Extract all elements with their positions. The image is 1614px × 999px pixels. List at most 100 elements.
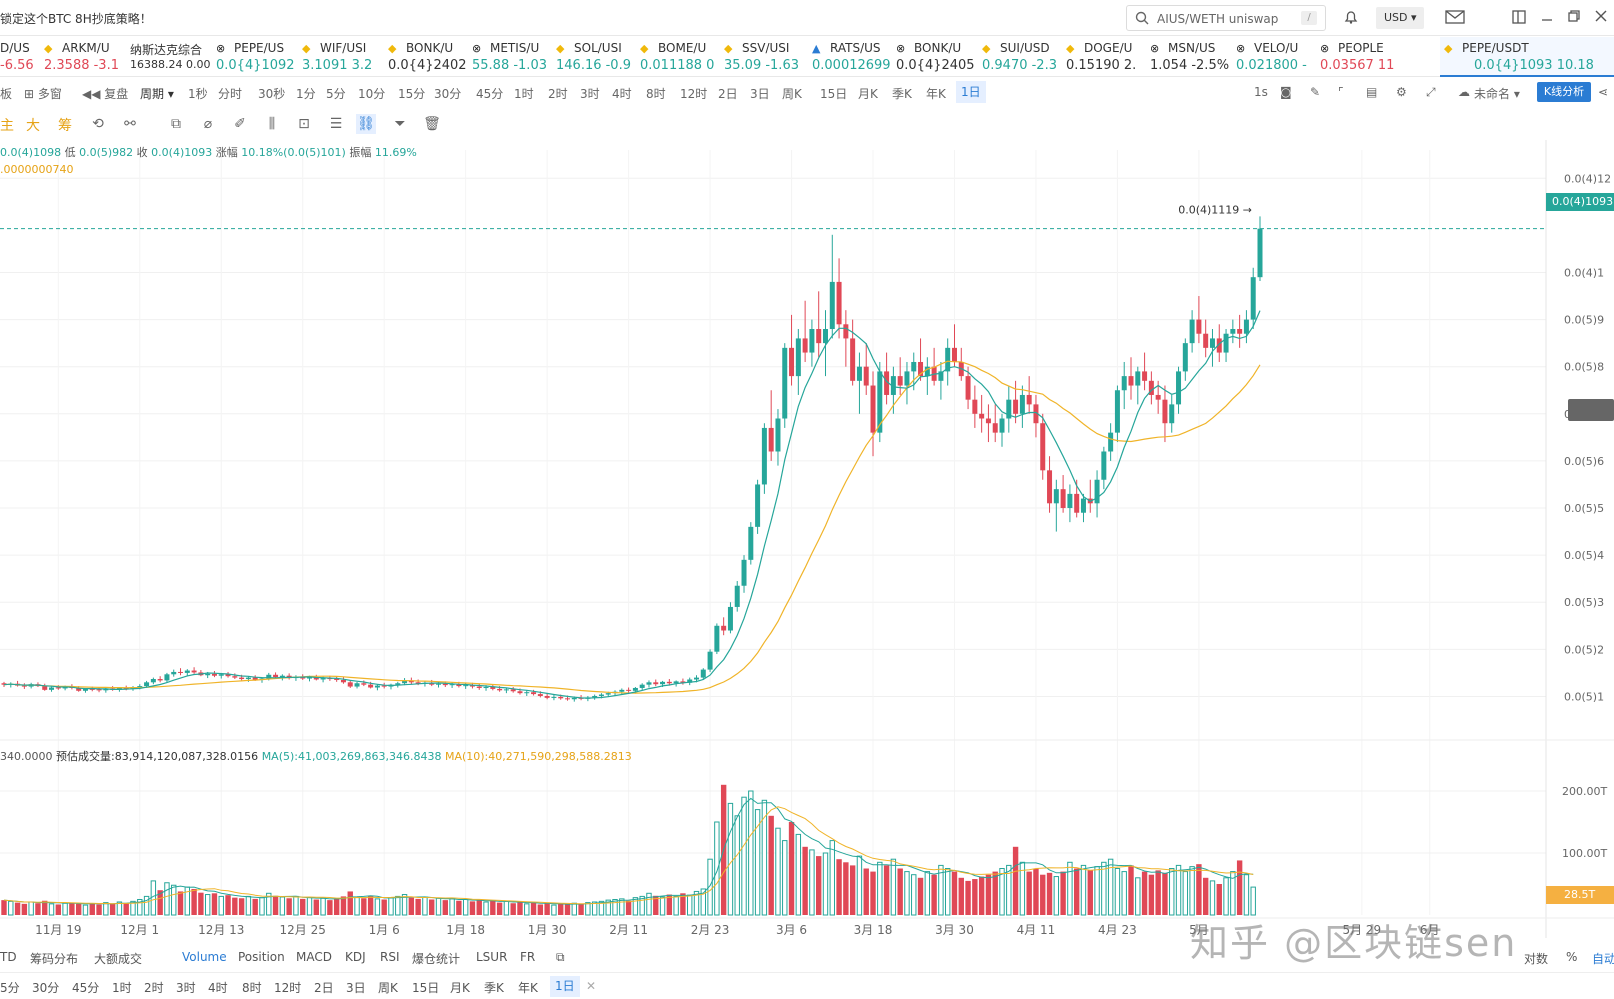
- close-icon[interactable]: [1592, 9, 1610, 27]
- multi-window-button[interactable]: ⊞ 多窗: [24, 85, 62, 102]
- layout-name-dropdown[interactable]: 未命名 ▾: [1474, 87, 1520, 101]
- chart-settings-icon[interactable]: ▤: [1366, 85, 1378, 99]
- indicator-tab[interactable]: 筹码分布: [30, 952, 79, 966]
- interval-option[interactable]: 30分: [434, 87, 462, 101]
- close-icon[interactable]: ✕: [586, 979, 597, 993]
- ticker-item[interactable]: ◆ SOL/USI 146.16 -0.9: [552, 37, 638, 77]
- bottom-interval-option[interactable]: 8时: [242, 981, 262, 995]
- ticker-item[interactable]: ◆ ARKM/U 2.3588 -3.1: [40, 37, 126, 77]
- minimize-icon[interactable]: [1538, 9, 1556, 27]
- camera-icon[interactable]: ◙: [1280, 85, 1292, 99]
- interval-option[interactable]: 1分: [296, 87, 316, 101]
- candlestick-chart[interactable]: 0.0(4)120.0(4)10.0(5)90.0(5)80.0(5)70.0(…: [0, 138, 1614, 938]
- main-chart-tool[interactable]: 主: [0, 118, 14, 134]
- bottom-interval-option[interactable]: 4时: [208, 981, 228, 995]
- ticker-item[interactable]: ◆ BONK/U 0.0{4}2402: [384, 37, 470, 77]
- indicator-tab[interactable]: TD: [0, 950, 17, 964]
- ruler-icon[interactable]: ⌀: [203, 116, 213, 132]
- bottom-interval-option[interactable]: 5分: [0, 981, 20, 995]
- ticker-item[interactable]: ◆ PEPE/USDT 0.0{4}1093 10.18: [1440, 37, 1614, 77]
- link-icon[interactable]: ⛓: [356, 114, 376, 134]
- bottom-interval-option[interactable]: 1时: [112, 981, 132, 995]
- note-icon[interactable]: ☰: [329, 116, 343, 132]
- interval-option[interactable]: 分时: [218, 87, 243, 101]
- interval-option[interactable]: 2日: [718, 87, 738, 101]
- ticker-item[interactable]: ⊗ MSN/US 1.054 -2.5%: [1146, 37, 1232, 77]
- cloud-icon[interactable]: ☁: [1458, 85, 1470, 99]
- ticker-item[interactable]: D/US -6.56: [0, 37, 74, 77]
- mail-icon[interactable]: [1444, 9, 1466, 27]
- share-icon[interactable]: ⋖: [1598, 85, 1609, 99]
- trash-icon[interactable]: 🗑: [423, 116, 441, 132]
- bottom-interval-option[interactable]: 15日: [412, 981, 440, 995]
- bottom-interval-option[interactable]: 45分: [72, 981, 100, 995]
- ticker-item[interactable]: ◆ DOGE/U 0.15190 2.: [1062, 37, 1148, 77]
- interval-option[interactable]: 12时: [680, 87, 708, 101]
- gear-icon[interactable]: ⚙: [1396, 85, 1407, 99]
- bottom-interval-option[interactable]: 周K: [378, 981, 398, 995]
- bottom-interval-option[interactable]: 3日: [346, 981, 366, 995]
- ticker-item[interactable]: ◆ WIF/USI 3.1091 3.2: [298, 37, 384, 77]
- indicator-tab[interactable]: Position: [238, 950, 285, 964]
- crop-icon[interactable]: ⌜: [1338, 85, 1344, 99]
- interval-option[interactable]: 5分: [326, 87, 346, 101]
- ticker-item[interactable]: ⊗ METIS/U 55.88 -1.03: [468, 37, 554, 77]
- bottom-interval-option[interactable]: 月K: [450, 981, 470, 995]
- interval-option[interactable]: 15日: [820, 87, 848, 101]
- restore-icon[interactable]: [1565, 9, 1583, 27]
- indicator-tab[interactable]: 爆仓统计: [412, 952, 461, 966]
- scale-option[interactable]: 对数: [1524, 952, 1549, 966]
- interval-option[interactable]: 30秒: [258, 87, 286, 101]
- template-icon[interactable]: ⟲: [92, 116, 104, 132]
- period-dropdown[interactable]: 周期 ▾: [140, 87, 174, 101]
- ticker-item[interactable]: ◆ SUI/USD 0.9470 -2.3: [978, 37, 1064, 77]
- scale-option[interactable]: %: [1566, 950, 1578, 964]
- filter-icon[interactable]: ⏷: [394, 116, 406, 132]
- ticker-item[interactable]: 纳斯达克综合 16388.24 0.00: [126, 37, 212, 77]
- chip-tool[interactable]: 筹: [58, 118, 72, 134]
- interval-option[interactable]: 2时: [548, 87, 568, 101]
- indicator-tab[interactable]: RSI: [380, 950, 400, 964]
- interval-option[interactable]: 年K: [926, 87, 946, 101]
- edit-icon[interactable]: ✎: [1310, 85, 1321, 99]
- big-order-tool[interactable]: 大: [26, 118, 40, 134]
- bottom-interval-option[interactable]: 2时: [144, 981, 164, 995]
- indicator-tab[interactable]: LSUR: [476, 950, 508, 964]
- interval-option[interactable]: 15分: [398, 87, 426, 101]
- interval-option[interactable]: 10分: [358, 87, 386, 101]
- bottom-interval-option[interactable]: 1日: [550, 976, 580, 997]
- bell-icon[interactable]: [1342, 9, 1360, 27]
- ticker-item[interactable]: ⊗ VELO/U 0.021800 -: [1232, 37, 1318, 77]
- ticker-item[interactable]: ⊗ PEOPLE 0.03567 11: [1316, 37, 1402, 77]
- interval-option[interactable]: 1秒: [188, 87, 208, 101]
- interval-option[interactable]: 1时: [514, 87, 534, 101]
- interval-option[interactable]: 月K: [858, 87, 878, 101]
- bottom-interval-option[interactable]: 季K: [484, 981, 504, 995]
- ticker-item[interactable]: ◆ BOME/U 0.011188 0: [636, 37, 722, 77]
- lock-icon[interactable]: ⊡: [298, 116, 310, 132]
- bottom-interval-option[interactable]: 30分: [32, 981, 60, 995]
- search-input[interactable]: AIUS/WETH uniswap /: [1126, 5, 1326, 31]
- bottom-interval-option[interactable]: 2日: [314, 981, 334, 995]
- keyboard-tool-icon[interactable]: [1568, 399, 1614, 421]
- bottom-interval-option[interactable]: 年K: [518, 981, 538, 995]
- ticker-item[interactable]: ◆ SSV/USI 35.09 -1.63: [720, 37, 806, 77]
- magnet-icon[interactable]: ⚯: [124, 116, 136, 132]
- fullscreen-icon[interactable]: ⤢: [1426, 85, 1436, 99]
- kline-analysis-button[interactable]: K线分析: [1537, 82, 1591, 102]
- indicator-tab[interactable]: MACD: [296, 950, 332, 964]
- interval-option[interactable]: 45分: [476, 87, 504, 101]
- layout-icon[interactable]: [1510, 9, 1528, 27]
- ticker-item[interactable]: ▲ RATS/US 0.00012699: [808, 37, 894, 77]
- indicator-tab[interactable]: 大额成交: [94, 952, 143, 966]
- interval-option[interactable]: 8时: [646, 87, 666, 101]
- indicator-tab[interactable]: KDJ: [345, 950, 366, 964]
- indicator-tab[interactable]: FR: [520, 950, 536, 964]
- interval-option[interactable]: 1日: [956, 81, 986, 103]
- ticker-item[interactable]: ⊗ PEPE/US 0.0{4}1092: [212, 37, 298, 77]
- promo-banner[interactable]: 锁定这个BTC 8H抄底策略！: [0, 12, 152, 26]
- interval-option[interactable]: 3日: [750, 87, 770, 101]
- replay-button[interactable]: ◀◀ 复盘: [82, 85, 128, 102]
- interval-1s[interactable]: 1s: [1254, 85, 1268, 99]
- bottom-interval-option[interactable]: 3时: [176, 981, 196, 995]
